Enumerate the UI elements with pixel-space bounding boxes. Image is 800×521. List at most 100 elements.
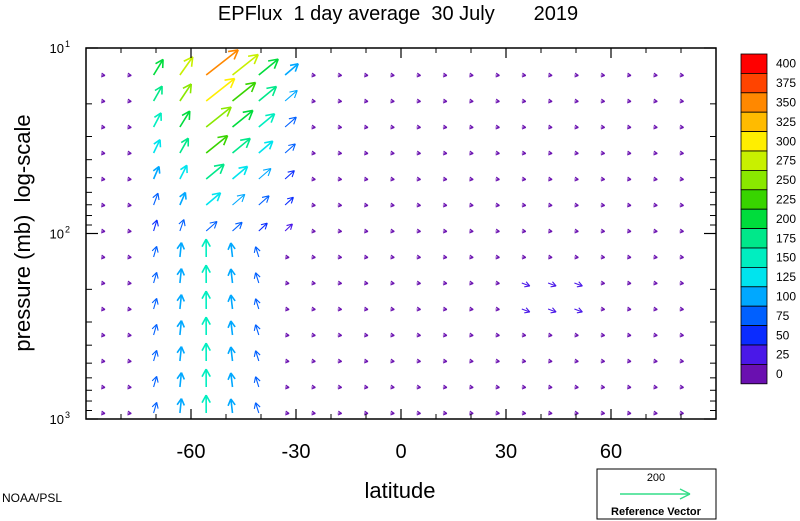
flux-vector bbox=[390, 98, 395, 104]
flux-vector bbox=[574, 202, 579, 208]
flux-vector bbox=[231, 109, 254, 128]
flux-vector bbox=[337, 202, 343, 208]
flux-vector bbox=[152, 165, 161, 180]
flux-vector bbox=[390, 176, 395, 182]
colorbar-swatch bbox=[740, 286, 768, 307]
flux-vector bbox=[442, 358, 448, 364]
colorbar-swatch bbox=[740, 131, 768, 152]
flux-vector bbox=[100, 384, 106, 390]
flux-vector bbox=[253, 246, 261, 258]
colorbar-swatch bbox=[740, 208, 768, 229]
flux-vector bbox=[179, 137, 190, 154]
flux-vector bbox=[179, 56, 194, 76]
flux-vector bbox=[442, 280, 448, 286]
flux-vector bbox=[100, 176, 106, 182]
flux-vector bbox=[179, 191, 187, 206]
flux-vector bbox=[626, 202, 632, 208]
flux-vector bbox=[600, 280, 606, 286]
flux-vector bbox=[600, 124, 606, 130]
flux-vector bbox=[679, 410, 684, 416]
flux-vector bbox=[548, 358, 553, 364]
flux-vector bbox=[442, 150, 448, 156]
flux-vector bbox=[416, 176, 421, 182]
flux-vector bbox=[679, 228, 684, 234]
flux-vector bbox=[176, 320, 186, 336]
flux-vector bbox=[442, 332, 448, 338]
flux-vector bbox=[416, 358, 421, 364]
flux-vector bbox=[548, 254, 553, 260]
flux-vector bbox=[284, 170, 295, 180]
flux-vector bbox=[469, 72, 474, 78]
flux-vector bbox=[127, 72, 132, 78]
flux-vector bbox=[285, 280, 290, 286]
flux-vector bbox=[600, 150, 606, 156]
x-tick-label: -30 bbox=[282, 441, 311, 463]
flux-vector bbox=[205, 192, 222, 206]
flux-vector bbox=[227, 294, 236, 310]
flux-vector bbox=[600, 72, 606, 78]
flux-vector bbox=[363, 228, 369, 234]
flux-vector bbox=[363, 254, 369, 260]
flux-vector bbox=[363, 150, 369, 156]
flux-vector bbox=[416, 332, 421, 338]
flux-vector bbox=[285, 410, 290, 416]
flux-vector bbox=[416, 280, 421, 286]
flux-vector bbox=[442, 254, 448, 260]
flux-vector bbox=[127, 202, 132, 208]
colorbar-label: 225 bbox=[776, 193, 796, 207]
flux-vector bbox=[258, 167, 272, 180]
flux-vector bbox=[285, 358, 290, 364]
flux-vector bbox=[127, 358, 132, 364]
flux-vector bbox=[653, 280, 658, 286]
flux-vector bbox=[600, 384, 606, 390]
flux-vector bbox=[600, 410, 606, 416]
flux-vector bbox=[521, 410, 527, 416]
flux-vector bbox=[227, 372, 236, 388]
flux-vector bbox=[495, 254, 500, 260]
flux-vector bbox=[152, 85, 163, 102]
y-tick-label: 10 bbox=[50, 41, 64, 56]
flux-vector bbox=[626, 358, 632, 364]
flux-vector bbox=[337, 228, 343, 234]
flux-vector bbox=[253, 298, 261, 310]
plot-frame bbox=[85, 47, 717, 420]
colorbar-label: 300 bbox=[776, 134, 796, 148]
flux-vector bbox=[178, 219, 186, 232]
flux-vector bbox=[495, 228, 500, 234]
flux-vector bbox=[416, 228, 421, 234]
flux-vector bbox=[521, 176, 527, 182]
flux-vector bbox=[285, 306, 290, 312]
x-tick-label: 0 bbox=[395, 441, 406, 463]
flux-vector bbox=[600, 358, 606, 364]
flux-vector bbox=[416, 384, 421, 390]
flux-vector bbox=[548, 228, 553, 234]
flux-vector bbox=[679, 124, 684, 130]
colorbar-swatch bbox=[740, 228, 768, 249]
flux-vector bbox=[152, 192, 160, 206]
flux-vector bbox=[227, 346, 236, 362]
flux-vector bbox=[311, 150, 316, 156]
flux-vector bbox=[442, 176, 448, 182]
flux-vector bbox=[201, 394, 211, 414]
flux-vector bbox=[548, 410, 553, 416]
flux-vector bbox=[337, 124, 343, 130]
flux-vector bbox=[205, 49, 239, 76]
flux-vector bbox=[469, 124, 474, 130]
flux-vector bbox=[626, 176, 632, 182]
flux-vector bbox=[442, 98, 448, 104]
flux-vector bbox=[548, 332, 553, 338]
flux-vector bbox=[127, 150, 132, 156]
flux-vector bbox=[176, 372, 186, 388]
flux-vector bbox=[574, 228, 579, 234]
flux-vector bbox=[469, 332, 474, 338]
flux-vector bbox=[495, 384, 500, 390]
flux-vector bbox=[285, 254, 290, 260]
flux-vector bbox=[100, 72, 106, 78]
flux-vector bbox=[227, 268, 236, 284]
flux-vector bbox=[679, 72, 684, 78]
flux-vector bbox=[416, 410, 421, 416]
flux-vector bbox=[495, 306, 500, 312]
flux-vector bbox=[495, 150, 500, 156]
flux-vector bbox=[547, 281, 557, 288]
